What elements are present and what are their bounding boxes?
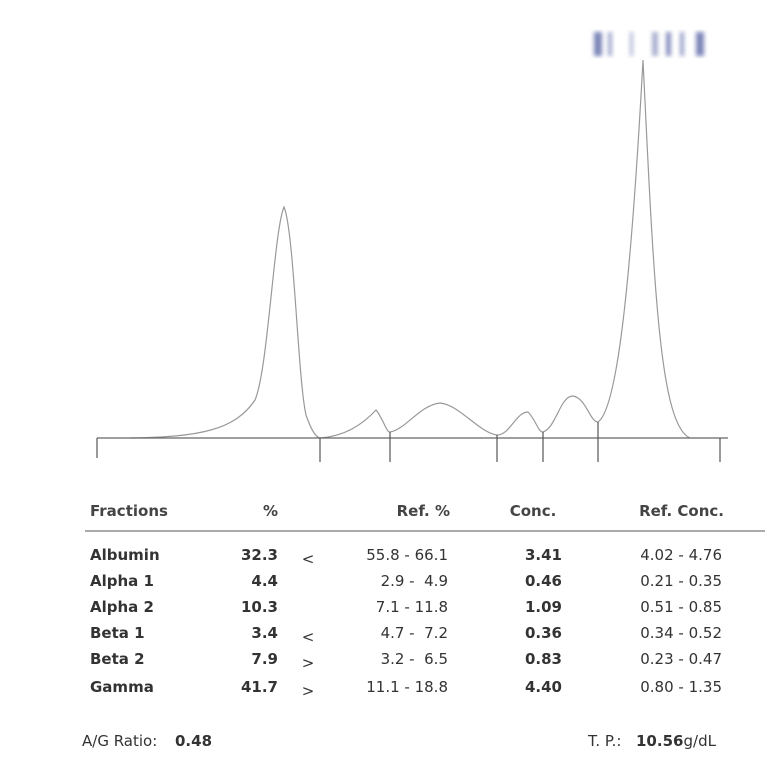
- column-header: Fractions: [90, 502, 168, 520]
- cell-ref-pct: 7.1 - 11.8: [376, 598, 448, 616]
- cell-pct: 10.3: [241, 598, 278, 616]
- electrophoresis-curve: [129, 59, 691, 439]
- cell-name: Beta 2: [90, 650, 145, 668]
- cell-conc: 0.83: [525, 650, 562, 668]
- cell-name: Gamma: [90, 678, 154, 696]
- cell-pct: 3.4: [251, 624, 278, 642]
- cell-ref-conc: 0.34 - 0.52: [640, 624, 722, 642]
- column-header: Conc.: [510, 502, 557, 520]
- cell-ref-pct: 3.2 - 6.5: [381, 650, 448, 668]
- cell-conc: 4.40: [525, 678, 562, 696]
- ag-label: A/G Ratio:: [82, 732, 157, 750]
- cell-name: Beta 1: [90, 624, 145, 642]
- column-header: Ref. %: [397, 502, 450, 520]
- cell-ref-conc: 0.51 - 0.85: [640, 598, 722, 616]
- cell-ref-pct: 2.9 - 4.9: [381, 572, 448, 590]
- cell-ref-conc: 0.80 - 1.35: [640, 678, 722, 696]
- cell-ref-conc: 0.21 - 0.35: [640, 572, 722, 590]
- cell-ref-pct: 4.7 - 7.2: [381, 624, 448, 642]
- tp-value: 10.56: [636, 732, 683, 750]
- cell-conc: 0.46: [525, 572, 562, 590]
- cell-ref-pct: 11.1 - 18.8: [366, 678, 448, 696]
- tp-label: T. P.:: [587, 732, 621, 750]
- column-header: %: [263, 502, 278, 520]
- cell-ref-pct: 55.8 - 66.1: [366, 546, 448, 564]
- cell-conc: 1.09: [525, 598, 562, 616]
- cell-pct: 41.7: [241, 678, 278, 696]
- cell-pct: 7.9: [251, 650, 278, 668]
- tp-unit: g/dL: [684, 732, 717, 750]
- cell-name: Alpha 2: [90, 598, 154, 616]
- cell-name: Albumin: [90, 546, 160, 564]
- cell-pct: 32.3: [241, 546, 278, 564]
- cell-flag: <: [302, 550, 315, 568]
- cell-conc: 0.36: [525, 624, 562, 642]
- cell-name: Alpha 1: [90, 572, 154, 590]
- column-header: Ref. Conc.: [639, 502, 724, 520]
- cell-flag: >: [302, 682, 315, 700]
- barcode: [594, 32, 704, 56]
- cell-flag: <: [302, 628, 315, 646]
- cell-pct: 4.4: [251, 572, 278, 590]
- cell-ref-conc: 4.02 - 4.76: [640, 546, 722, 564]
- cell-ref-conc: 0.23 - 0.47: [640, 650, 722, 668]
- cell-conc: 3.41: [525, 546, 562, 564]
- fraction-dividers: [96, 422, 721, 462]
- cell-flag: >: [302, 654, 315, 672]
- ag-value: 0.48: [175, 732, 212, 750]
